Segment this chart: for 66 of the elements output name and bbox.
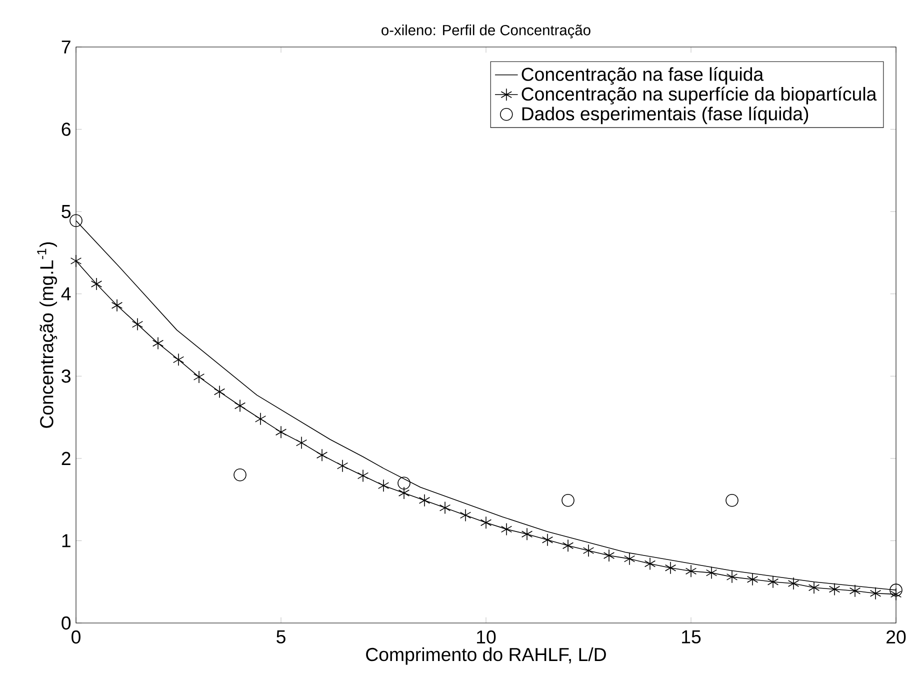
point	[70, 254, 82, 268]
point	[870, 586, 882, 600]
point	[357, 469, 369, 482]
y-tick-label: 4	[61, 287, 71, 300]
point	[828, 582, 840, 596]
point	[460, 508, 472, 522]
point	[562, 494, 574, 507]
point	[726, 494, 738, 507]
point	[214, 385, 226, 398]
point	[726, 570, 738, 584]
point	[890, 588, 902, 601]
point	[849, 584, 861, 598]
point	[624, 552, 636, 566]
point	[336, 459, 348, 472]
point	[521, 528, 533, 541]
y-tick-label: 5	[62, 205, 71, 218]
y-tick-label: 0	[62, 616, 71, 630]
legend-label: Concentração na superfície da biopartícula	[522, 86, 877, 104]
x-tick-label: 15	[682, 630, 701, 644]
point	[603, 549, 615, 562]
point	[644, 557, 656, 570]
legend-label: Dados esperimentais (fase líquida)	[522, 106, 808, 124]
point	[685, 564, 697, 578]
point	[808, 581, 820, 594]
point	[664, 561, 676, 574]
y-axis-title: Concentração (mg.L$^{-1}$)	[37, 242, 58, 428]
x-tick-label: 5	[276, 630, 286, 644]
y-tick-label: 3	[62, 370, 70, 383]
point	[418, 494, 430, 507]
x-axis-title: Comprimento do RAHLF, L/D	[366, 647, 606, 665]
point	[316, 448, 328, 462]
point	[193, 370, 205, 384]
x-tick-label: 0	[72, 630, 80, 644]
point	[500, 522, 512, 536]
point	[706, 566, 718, 580]
point	[398, 476, 410, 490]
point	[172, 353, 184, 366]
point	[746, 572, 758, 586]
point	[254, 412, 266, 426]
point	[582, 544, 594, 557]
point	[378, 479, 390, 492]
y-tick-label: 6	[62, 122, 70, 136]
point	[788, 577, 800, 590]
y-tick-label: 7	[62, 40, 70, 54]
point	[234, 399, 246, 412]
point	[275, 426, 287, 438]
point	[90, 278, 102, 290]
point	[152, 336, 164, 350]
x-tick-label: 20	[886, 630, 906, 644]
point	[234, 468, 246, 482]
point	[296, 436, 308, 450]
point	[480, 516, 492, 530]
point	[542, 533, 554, 546]
y-tick-label: 2	[62, 452, 70, 465]
chart-title: o-xileno: Perfil de Concentração	[382, 24, 590, 38]
point	[132, 318, 144, 331]
point	[439, 501, 451, 514]
legend-label: Concentração na fase líquida	[522, 66, 764, 85]
point	[767, 575, 779, 588]
y-tick-label: 1	[62, 534, 70, 548]
x-tick-label: 10	[477, 630, 496, 644]
point	[70, 214, 82, 228]
point	[562, 539, 574, 552]
point	[111, 298, 123, 312]
point	[890, 584, 902, 596]
point	[398, 486, 410, 500]
